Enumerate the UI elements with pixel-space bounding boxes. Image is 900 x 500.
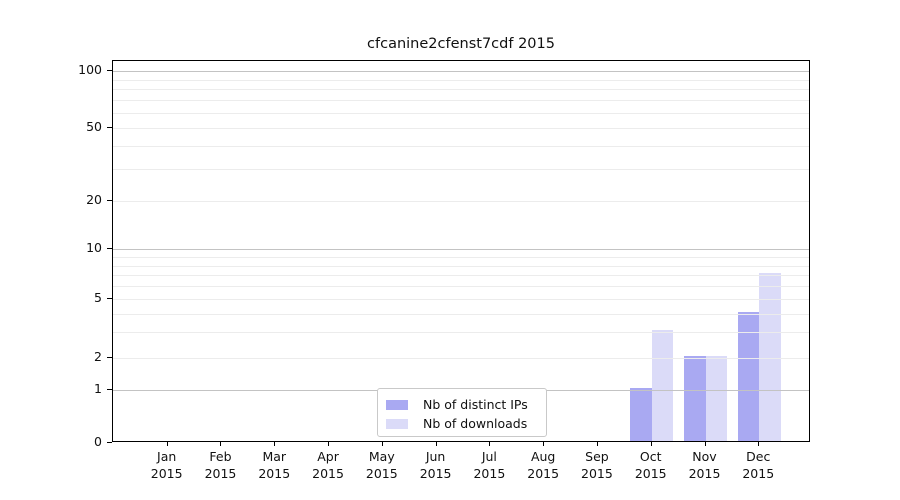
- x-tick-label-nov: Nov 2015: [675, 449, 735, 482]
- gridline-minor-40: [113, 145, 809, 147]
- x-tick-label-mar: Mar 2015: [244, 449, 304, 482]
- x-tick-year: 2015: [473, 465, 506, 481]
- y-tick-label-0: 0: [94, 434, 102, 449]
- gridline-minor-5: [113, 299, 809, 301]
- x-tick-mark-jun: [435, 442, 437, 446]
- legend: Nb of distinct IPs Nb of downloads: [377, 388, 547, 437]
- x-tick-label-feb: Feb 2015: [190, 449, 250, 482]
- bar-downloads-dec: [759, 273, 781, 441]
- y-tick-label-5: 5: [94, 290, 102, 306]
- x-tick-year: 2015: [742, 465, 775, 481]
- x-tick-mark-apr: [328, 442, 330, 446]
- plot-area: [112, 60, 810, 442]
- x-tick-mark-mar: [274, 442, 276, 446]
- legend-item-distinct-ips: Nb of distinct IPs: [386, 395, 546, 414]
- x-tick-mark-may: [381, 442, 383, 446]
- y-tick-mark-50: [107, 126, 112, 128]
- y-tick-mark-5: [107, 298, 112, 300]
- x-tick-label-sep: Sep 2015: [567, 449, 627, 482]
- x-tick-year: 2015: [419, 465, 452, 481]
- gridline-minor-50: [113, 127, 809, 129]
- gridline-minor-80: [113, 89, 809, 91]
- y-tick-label-10: 10: [86, 240, 102, 256]
- x-tick-year: 2015: [312, 465, 344, 481]
- x-tick-mark-nov: [704, 442, 706, 446]
- x-tick-label-jun: Jun 2015: [406, 449, 466, 482]
- x-tick-mark-jan: [166, 442, 168, 446]
- bar-downloads-nov: [705, 355, 727, 441]
- bar-distinct-ips-dec: [737, 311, 760, 441]
- y-tick-label-2: 2: [94, 348, 102, 364]
- y-tick-label-50: 50: [86, 118, 102, 134]
- x-tick-label-jul: Jul 2015: [459, 449, 519, 482]
- y-tick-mark-0: [107, 442, 112, 443]
- gridline-minor-20: [113, 201, 809, 203]
- gridline-minor-6: [113, 286, 809, 288]
- gridline-minor-8: [113, 265, 809, 267]
- chart-title: cfcanine2cfenst7cdf 2015: [367, 36, 555, 52]
- legend-item-downloads: Nb of downloads: [386, 414, 546, 433]
- y-tick-mark-10: [107, 248, 112, 250]
- x-tick-label-may: May 2015: [352, 449, 412, 482]
- gridline-major-10: [113, 249, 809, 251]
- y-tick-label-1: 1: [94, 380, 102, 396]
- x-tick-mark-aug: [543, 442, 545, 446]
- x-tick-year: 2015: [527, 465, 560, 481]
- gridline-minor-90: [113, 79, 809, 81]
- x-tick-label-aug: Aug 2015: [513, 449, 573, 482]
- x-tick-label-jan: Jan 2015: [137, 449, 197, 482]
- gridline-minor-3: [113, 332, 809, 334]
- x-tick-label-apr: Apr 2015: [298, 449, 358, 482]
- x-tick-year: 2015: [258, 465, 291, 481]
- y-tick-mark-1: [107, 388, 112, 390]
- legend-label: Nb of downloads: [423, 416, 528, 431]
- y-tick-label-100: 100: [78, 62, 102, 77]
- y-tick-mark-2: [107, 356, 112, 358]
- gridline-minor-2: [113, 357, 809, 359]
- y-tick-mark-20: [107, 200, 112, 202]
- x-tick-year: 2015: [365, 465, 398, 481]
- gridline-minor-30: [113, 168, 809, 170]
- gridline-minor-4: [113, 313, 809, 315]
- x-tick-year: 2015: [150, 465, 183, 481]
- legend-swatch-downloads: [386, 418, 408, 429]
- x-tick-year: 2015: [581, 465, 613, 481]
- bar-distinct-ips-oct: [630, 387, 652, 441]
- legend-label: Nb of distinct IPs: [423, 397, 528, 412]
- x-tick-mark-dec: [758, 442, 760, 446]
- x-tick-year: 2015: [204, 465, 237, 481]
- x-tick-label-oct: Oct 2015: [621, 449, 681, 482]
- x-tick-year: 2015: [688, 465, 721, 481]
- x-tick-mark-jul: [489, 442, 491, 446]
- x-tick-mark-feb: [220, 442, 222, 446]
- x-tick-label-dec: Dec 2015: [728, 449, 788, 482]
- x-tick-mark-oct: [650, 442, 652, 446]
- gridline-minor-70: [113, 100, 809, 102]
- x-tick-mark-sep: [596, 442, 598, 446]
- gridline-major-100: [113, 71, 809, 72]
- y-tick-label-20: 20: [86, 192, 102, 208]
- legend-swatch-distinct-ips: [386, 399, 408, 410]
- gridline-minor-9: [113, 257, 809, 259]
- bar-downloads-oct: [651, 330, 674, 441]
- x-tick-year: 2015: [634, 465, 667, 481]
- gridline-minor-7: [113, 275, 809, 277]
- gridline-minor-60: [113, 112, 809, 114]
- y-tick-mark-100: [107, 70, 112, 71]
- bar-distinct-ips-nov: [684, 355, 706, 441]
